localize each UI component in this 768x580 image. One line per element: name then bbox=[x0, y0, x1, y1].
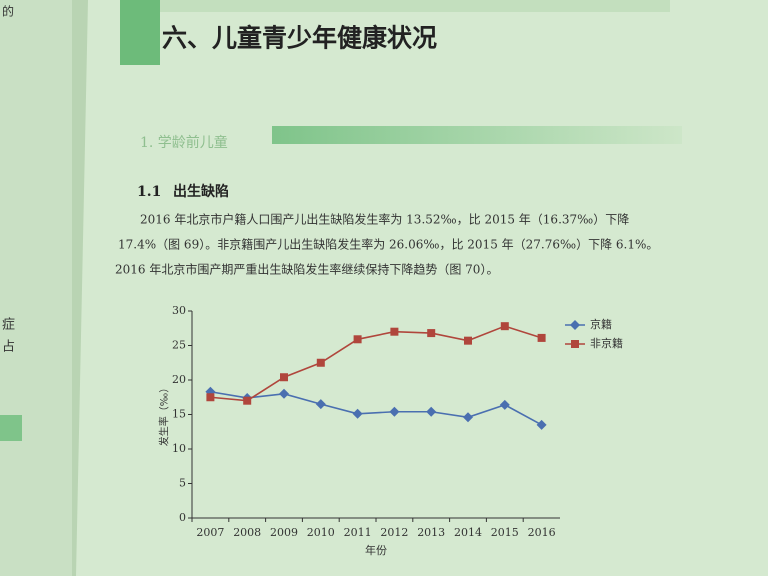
margin-fragment: 的 bbox=[2, 4, 14, 19]
paragraph-line: 17.4%（图 69）。非京籍围产儿出生缺陷发生率为 26.06‰，比 2015… bbox=[118, 237, 658, 252]
x-tick-label: 2010 bbox=[307, 526, 335, 539]
right-page bbox=[76, 0, 768, 576]
subsection-title: 出生缺陷 bbox=[173, 183, 229, 200]
marker bbox=[464, 336, 472, 345]
legend-label: 非京籍 bbox=[590, 336, 623, 350]
x-tick-label: 2013 bbox=[417, 526, 445, 539]
legend-label: 京籍 bbox=[590, 317, 612, 331]
y-tick-label: 20 bbox=[172, 373, 186, 386]
marker bbox=[463, 412, 473, 423]
margin-fragment: 占 bbox=[2, 340, 15, 355]
left-page bbox=[0, 0, 72, 576]
series-line bbox=[210, 390, 542, 426]
y-tick-label: 0 bbox=[179, 511, 186, 524]
marker bbox=[571, 340, 579, 348]
marker bbox=[390, 327, 399, 336]
x-tick-label: 2015 bbox=[491, 526, 519, 539]
header-title: 六、儿童青少年健康状况 bbox=[162, 24, 437, 53]
y-tick-label: 5 bbox=[179, 477, 186, 490]
marker bbox=[427, 329, 436, 338]
marker bbox=[537, 333, 546, 342]
marker bbox=[536, 419, 547, 430]
subsection-number: 1.1 bbox=[137, 184, 161, 200]
marker bbox=[243, 396, 252, 405]
marker bbox=[426, 406, 437, 417]
marker bbox=[206, 393, 215, 402]
series-line bbox=[210, 325, 542, 402]
x-tick-label: 2009 bbox=[270, 526, 298, 539]
x-tick-label: 2016 bbox=[528, 526, 556, 539]
header-tab bbox=[120, 0, 160, 65]
paragraph-line: 2016 年北京市围产期严重出生缺陷发生率继续保持下降趋势（图 70）。 bbox=[115, 262, 498, 277]
marker bbox=[570, 320, 580, 330]
marker bbox=[279, 388, 289, 399]
marker bbox=[352, 408, 363, 419]
x-axis-label: 年份 bbox=[365, 543, 387, 557]
chart: 0 5 10 15 20 25 30 2007 2008 2009 2010 2011 2012 2013… bbox=[158, 304, 624, 557]
x-tick-label: 2008 bbox=[233, 526, 261, 539]
marker bbox=[389, 406, 400, 417]
marker bbox=[499, 399, 510, 410]
marker bbox=[316, 358, 325, 367]
paragraph-line: 2016 年北京市户籍人口围产儿出生缺陷发生率为 13.52‰，比 2015 年… bbox=[140, 212, 629, 227]
margin-fragment: 症 bbox=[2, 318, 15, 333]
y-tick-label: 25 bbox=[172, 339, 186, 352]
header-strip bbox=[160, 0, 670, 12]
y-tick-label: 30 bbox=[172, 304, 186, 317]
left-page-bar bbox=[0, 415, 22, 441]
x-tick-label: 2007 bbox=[196, 526, 224, 539]
marker bbox=[315, 399, 326, 410]
section-title: 1. 学龄前儿童 bbox=[140, 134, 228, 151]
section-bar bbox=[272, 126, 682, 144]
marker bbox=[280, 373, 288, 382]
y-axis-label: 发生率（‰） bbox=[158, 383, 171, 446]
x-tick-label: 2014 bbox=[454, 526, 482, 539]
marker bbox=[500, 322, 509, 331]
y-tick-label: 10 bbox=[172, 442, 186, 455]
x-tick-label: 2012 bbox=[380, 526, 408, 539]
y-tick-label: 15 bbox=[172, 408, 186, 421]
x-tick-label: 2011 bbox=[344, 526, 372, 539]
marker bbox=[353, 335, 362, 344]
